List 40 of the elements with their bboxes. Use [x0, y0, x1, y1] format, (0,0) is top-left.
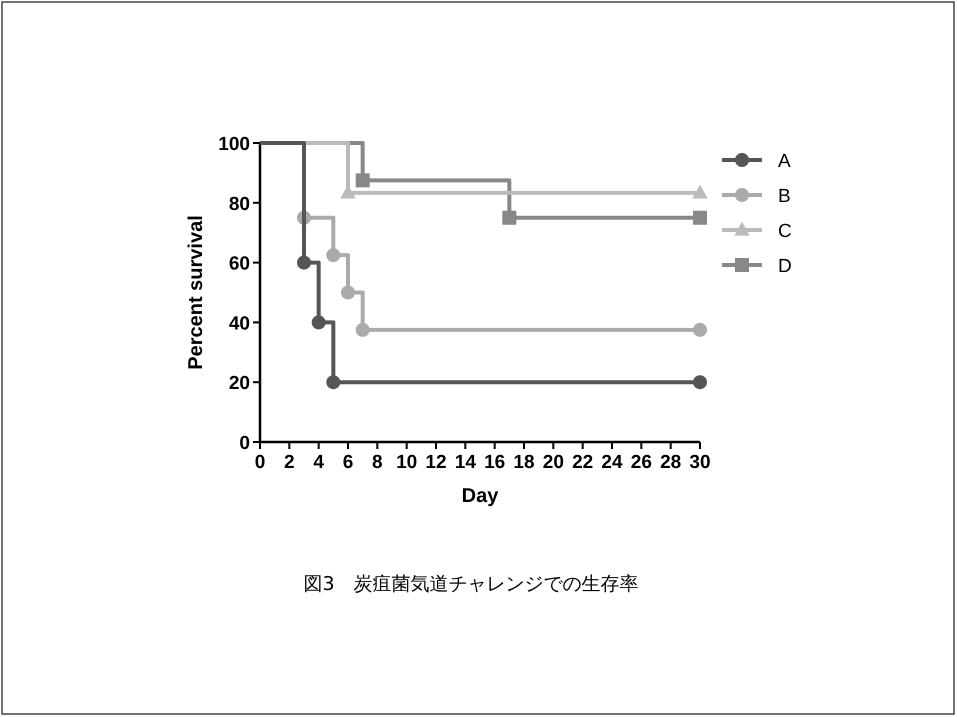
y-tick-label: 20 — [228, 373, 250, 394]
x-tick-label: 8 — [372, 452, 383, 473]
x-tick-label: 12 — [425, 452, 447, 473]
point — [312, 315, 326, 330]
x-tick-label: 28 — [660, 452, 682, 473]
x-tick-label: 26 — [630, 452, 652, 473]
point — [341, 286, 355, 300]
x-tick-label: 16 — [484, 452, 506, 473]
point — [326, 375, 340, 390]
point — [502, 210, 516, 225]
y-tick-label: 0 — [239, 433, 250, 454]
point — [356, 173, 370, 188]
y-axis-title: Percent survival — [185, 215, 207, 370]
x-tick-label: 22 — [572, 452, 594, 473]
legend-label: B — [778, 186, 791, 207]
y-tick-label: 60 — [228, 254, 250, 275]
x-tick-label: 10 — [396, 452, 418, 473]
y-tick-label: 40 — [228, 313, 250, 334]
point — [693, 210, 707, 225]
legend-label: C — [778, 221, 792, 242]
point — [693, 322, 707, 337]
x-tick-label: 4 — [313, 452, 324, 473]
x-tick-label: 30 — [689, 452, 711, 473]
point — [356, 322, 370, 337]
legend-label: A — [778, 151, 791, 172]
point — [693, 375, 707, 390]
caption: 図3 炭疽菌気道チャレンジでの生存率 — [303, 573, 639, 595]
point — [326, 248, 340, 262]
x-tick-label: 20 — [542, 452, 564, 473]
legend-label: D — [778, 256, 792, 277]
x-tick-label: 0 — [254, 452, 266, 473]
y-tick-label: 100 — [218, 134, 250, 155]
point — [297, 256, 311, 270]
x-tick-label: 24 — [601, 452, 623, 473]
x-tick-label: 6 — [342, 452, 354, 473]
x-tick-label: 2 — [284, 452, 295, 473]
y-tick-label: 80 — [228, 194, 250, 215]
x-tick-label: 14 — [454, 452, 476, 473]
x-axis-title: Day — [462, 485, 500, 507]
x-tick-label: 18 — [513, 452, 535, 473]
